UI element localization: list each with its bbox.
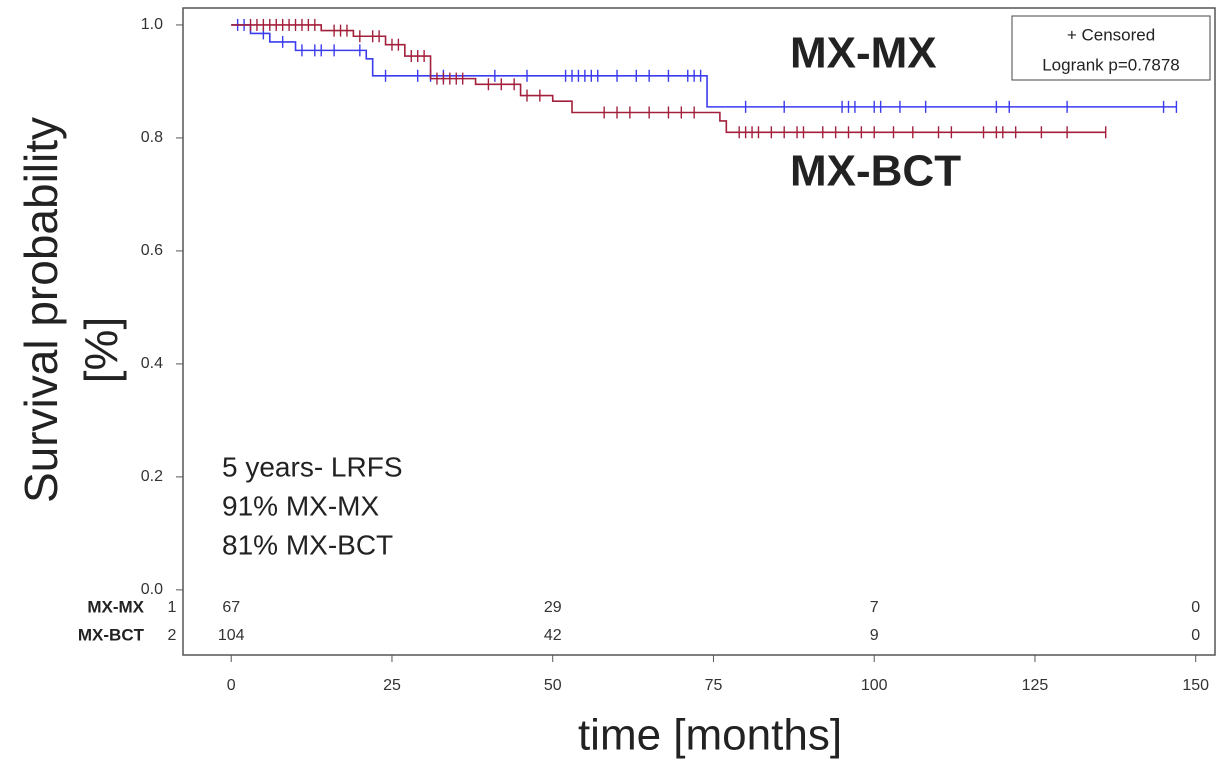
x-tick-label: 100 bbox=[861, 677, 888, 694]
x-tick-label: 125 bbox=[1022, 677, 1049, 694]
y-tick-label: 0.2 bbox=[141, 468, 163, 485]
at-risk-label: MX-MX bbox=[87, 597, 144, 616]
x-tick-label: 150 bbox=[1182, 677, 1209, 694]
y-tick-label: 0.4 bbox=[141, 355, 163, 372]
x-tick-label: 0 bbox=[227, 677, 236, 694]
legend-box bbox=[1011, 15, 1211, 81]
y-tick-label: 0.6 bbox=[141, 242, 163, 259]
annotation: 5 years- LRFS bbox=[222, 451, 403, 482]
x-tick-label: 25 bbox=[383, 677, 401, 694]
y-axis-label: [%] bbox=[75, 317, 127, 383]
at-risk-count: 29 bbox=[544, 599, 562, 616]
plot-frame bbox=[182, 7, 1216, 656]
x-axis-label: time [months] bbox=[578, 711, 842, 760]
at-risk-count: 7 bbox=[870, 599, 879, 616]
x-tick-label: 50 bbox=[544, 677, 562, 694]
at-risk-count: 0 bbox=[1191, 627, 1200, 644]
survival-curve bbox=[231, 24, 1177, 108]
y-axis-label: Survival probability bbox=[15, 117, 67, 503]
at-risk-count: 0 bbox=[1191, 599, 1200, 616]
y-tick-label: 0.8 bbox=[141, 129, 163, 146]
at-risk-count: 9 bbox=[870, 627, 879, 644]
at-risk-count: 104 bbox=[218, 627, 245, 644]
x-tick-label: 75 bbox=[705, 677, 723, 694]
at-risk-count: 42 bbox=[544, 627, 562, 644]
annotation: 91% MX-MX bbox=[222, 490, 379, 521]
legend-entry: Logrank p=0.7878 bbox=[1042, 55, 1180, 74]
y-tick-label: 0.0 bbox=[141, 581, 163, 598]
curve-label: MX-MX bbox=[790, 29, 937, 78]
annotation: 81% MX-BCT bbox=[222, 529, 393, 560]
at-risk-count: 67 bbox=[222, 599, 240, 616]
y-tick-label: 1.0 bbox=[141, 16, 163, 33]
legend-entry: + Censored bbox=[1067, 25, 1155, 44]
survival-curve bbox=[231, 24, 1106, 134]
at-risk-index: 1 bbox=[168, 599, 177, 616]
at-risk-index: 2 bbox=[168, 627, 177, 644]
curve-label: MX-BCT bbox=[790, 147, 961, 196]
at-risk-label: MX-BCT bbox=[78, 625, 145, 644]
